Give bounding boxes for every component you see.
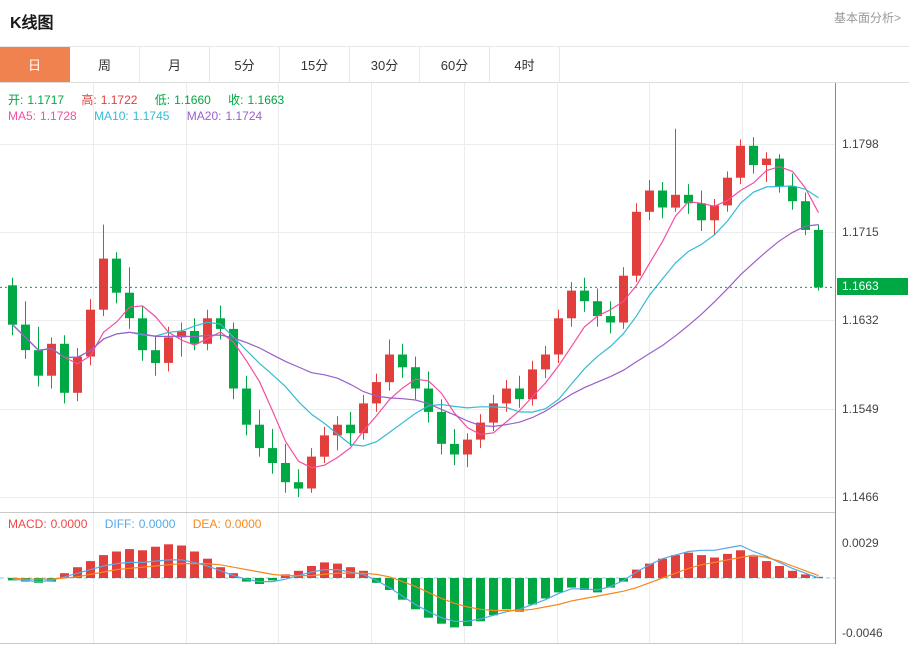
tab-60min[interactable]: 60分: [420, 47, 490, 82]
tab-15min[interactable]: 15分: [280, 47, 350, 82]
price-axis-label: 1.1549: [842, 401, 879, 416]
main-chart-panel[interactable]: 开: 1.1717 高: 1.1722 低: 1.1660 收: 1.1663 MA5:…: [0, 83, 835, 512]
macd-axis-label: 0.0029: [842, 536, 879, 551]
current-price-badge: 1.1663: [837, 278, 908, 296]
macd-panel[interactable]: MACD: 0.0000 DIFF: 0.0000 DEA: 0.0000: [0, 513, 835, 644]
tab-5min[interactable]: 5分: [210, 47, 280, 82]
macd-chart[interactable]: [0, 513, 835, 643]
period-tabbar: 日周月 5分 15分 30分 60分 4时: [0, 46, 909, 83]
price-axis-label: 1.1715: [842, 225, 879, 240]
tab-month[interactable]: 月: [140, 47, 210, 82]
tab-week[interactable]: 周: [70, 47, 140, 82]
price-axis-label: 1.1632: [842, 313, 879, 328]
plot-column: 开: 1.1717 高: 1.1722 低: 1.1660 收: 1.1663 MA5:…: [0, 83, 836, 644]
candlestick-chart[interactable]: [0, 83, 835, 512]
page-header: K线图 基本面分析>: [0, 0, 909, 46]
tab-30min[interactable]: 30分: [350, 47, 420, 82]
fundamental-analysis-link[interactable]: 基本面分析>: [833, 11, 901, 25]
price-axis-label: 1.1466: [842, 490, 879, 505]
price-axis: 1.1798 1.1715 1.1632 1.1549 1.1466 0.0029 -0.0…: [836, 83, 909, 645]
macd-axis-label: -0.0046: [842, 626, 883, 641]
panel-separator: [0, 512, 835, 513]
chart-area: 开: 1.1717 高: 1.1722 低: 1.1660 收: 1.1663 MA5:…: [0, 83, 909, 645]
tab-4hour[interactable]: 4时: [490, 47, 560, 82]
price-axis-label: 1.1798: [842, 136, 879, 151]
tab-day[interactable]: 日: [0, 47, 70, 82]
page-title: K线图: [10, 15, 54, 32]
